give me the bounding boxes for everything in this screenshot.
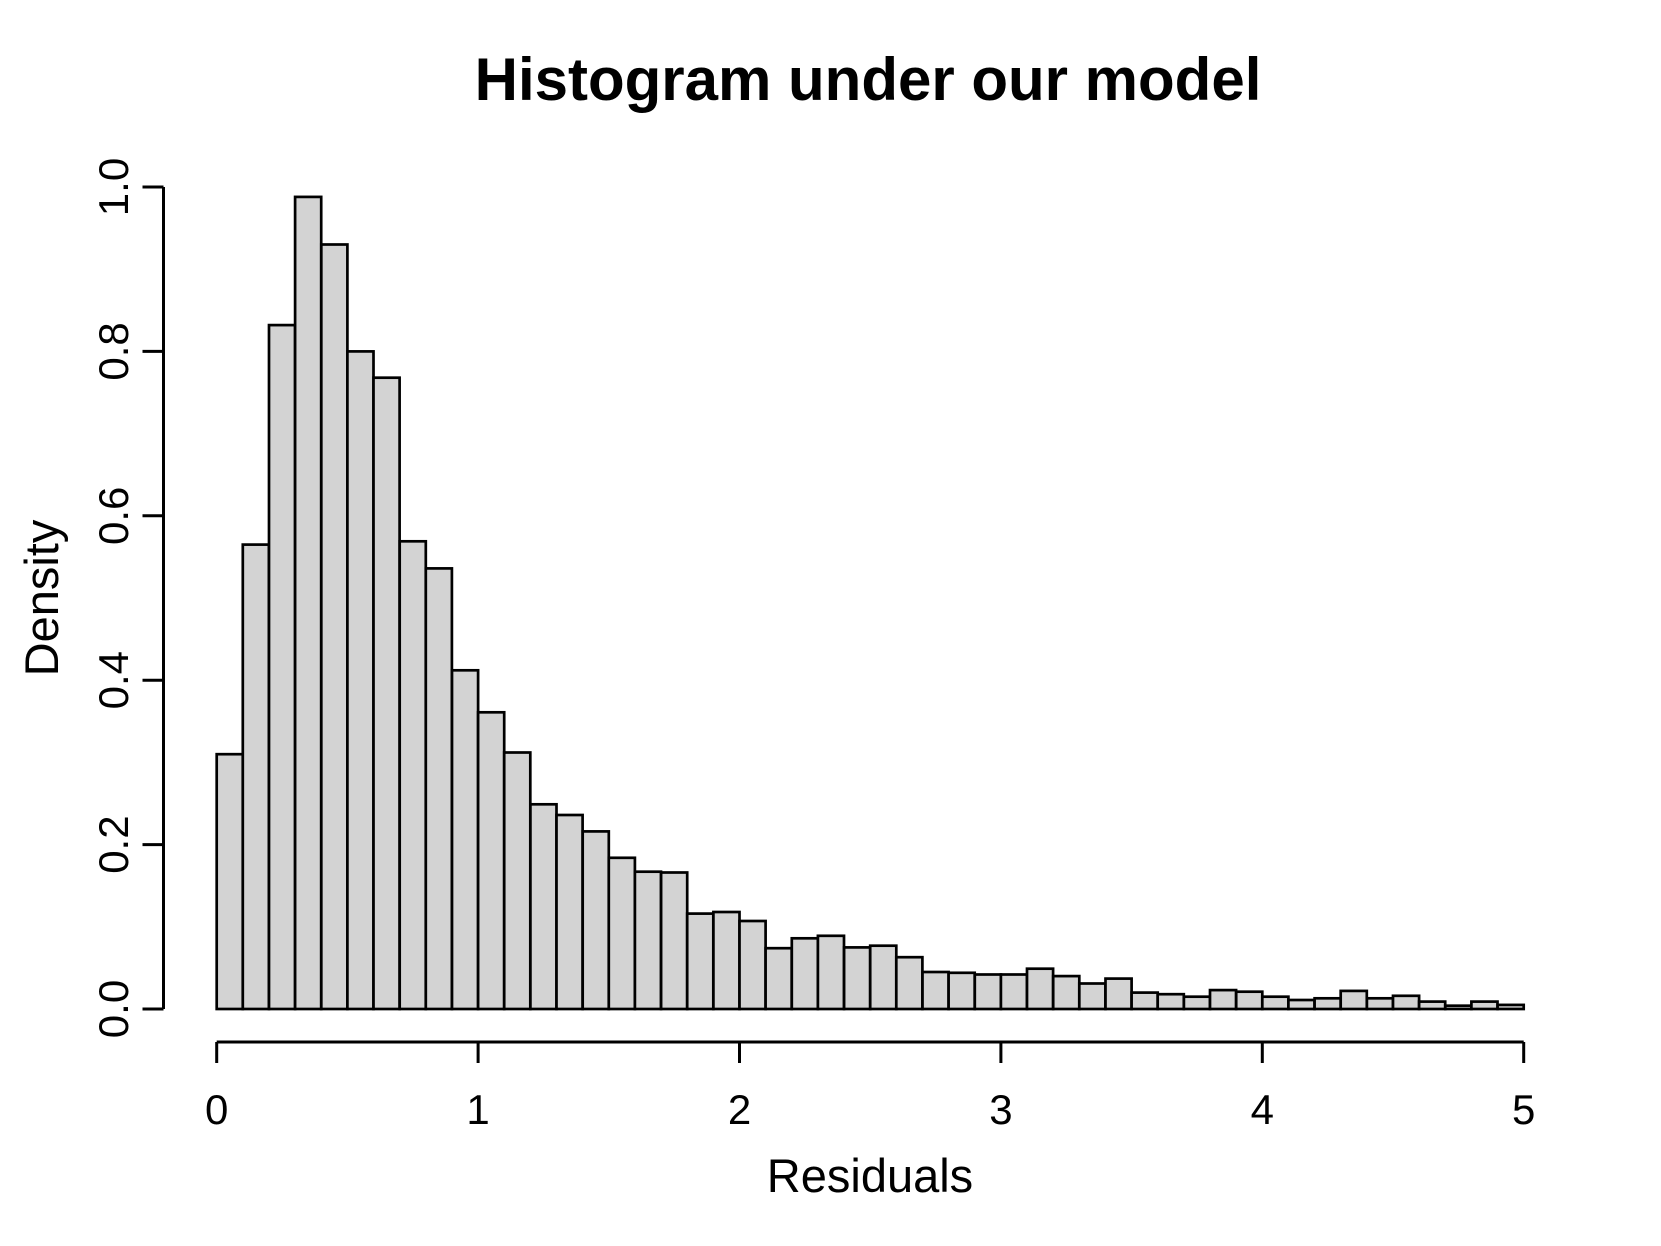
histogram-bar xyxy=(816,934,846,1011)
histogram-bar xyxy=(1077,982,1107,1011)
histogram-bar xyxy=(372,376,401,1011)
histogram-bar xyxy=(502,751,532,1011)
histogram-bar xyxy=(1470,1000,1499,1011)
histogram-bar xyxy=(215,752,245,1011)
y-tick-label: 0.8 xyxy=(90,322,137,380)
y-axis-label: Density xyxy=(15,519,68,676)
histogram-bar xyxy=(973,973,1003,1011)
x-tick-label: 3 xyxy=(989,1086,1012,1133)
y-tick-label: 0.4 xyxy=(90,651,137,709)
chart-title: Histogram under our model xyxy=(475,46,1262,113)
histogram-bar xyxy=(685,912,715,1011)
histogram-bar xyxy=(1417,1000,1447,1011)
histogram-bar xyxy=(1234,990,1264,1011)
histogram-bar xyxy=(581,830,611,1011)
x-tick-label: 0 xyxy=(205,1086,228,1133)
y-tick-label: 0.6 xyxy=(90,487,137,545)
histogram-bar xyxy=(1130,991,1160,1011)
histogram-bar xyxy=(1156,992,1186,1011)
histogram-bars xyxy=(215,195,1526,1011)
histogram-bar xyxy=(1496,1003,1526,1011)
histogram-bar xyxy=(868,944,898,1011)
x-tick-label: 2 xyxy=(728,1086,751,1133)
histogram-bar xyxy=(738,919,767,1011)
histogram-bar xyxy=(633,870,663,1011)
y-tick-label: 1.0 xyxy=(90,158,137,216)
histogram-bar xyxy=(842,946,872,1011)
histogram-bar xyxy=(1391,994,1421,1011)
x-tick-label: 5 xyxy=(1512,1086,1535,1133)
histogram-bar xyxy=(1051,974,1081,1011)
x-axis: 0 1 2 3 4 5 xyxy=(205,1040,1535,1133)
histogram-bar xyxy=(1313,996,1343,1011)
histogram-bar xyxy=(712,910,741,1011)
histogram-bar xyxy=(1182,995,1212,1011)
histogram-bar xyxy=(319,243,349,1011)
histogram-bar xyxy=(346,350,375,1011)
y-tick-label: 0.2 xyxy=(90,815,137,873)
histogram-bar xyxy=(1208,988,1238,1011)
histogram-bar xyxy=(1260,995,1290,1011)
y-tick-label: 0.0 xyxy=(90,980,137,1038)
histogram-bar xyxy=(1339,989,1369,1011)
histogram-bar xyxy=(1365,996,1395,1011)
histogram-bar xyxy=(1287,998,1316,1011)
histogram-bar xyxy=(790,936,820,1011)
histogram-bar xyxy=(894,955,924,1011)
histogram-bar xyxy=(1104,977,1133,1011)
histogram-bar xyxy=(1025,967,1055,1011)
x-axis-label: Residuals xyxy=(767,1149,973,1202)
histogram-bar xyxy=(450,668,480,1011)
y-axis: 0.0 0.2 0.4 0.6 0.8 1.0 xyxy=(90,158,165,1038)
histogram-bar xyxy=(1443,1004,1473,1011)
histogram-bar xyxy=(293,195,323,1011)
histogram-bar xyxy=(476,710,506,1011)
histogram-bar xyxy=(241,543,271,1011)
histogram-bar xyxy=(947,971,977,1011)
x-tick-label: 4 xyxy=(1251,1086,1274,1133)
histogram-bar xyxy=(999,973,1029,1011)
histogram-bar xyxy=(398,539,428,1011)
histogram-bar xyxy=(267,323,297,1011)
histogram-bar xyxy=(607,856,637,1011)
histogram-bar xyxy=(764,946,794,1011)
histogram-bar xyxy=(424,567,454,1011)
histogram-bar xyxy=(659,871,689,1011)
histogram-bar xyxy=(529,802,558,1011)
x-tick-label: 1 xyxy=(466,1086,489,1133)
histogram-bar xyxy=(921,970,950,1011)
histogram-bar xyxy=(555,813,584,1011)
